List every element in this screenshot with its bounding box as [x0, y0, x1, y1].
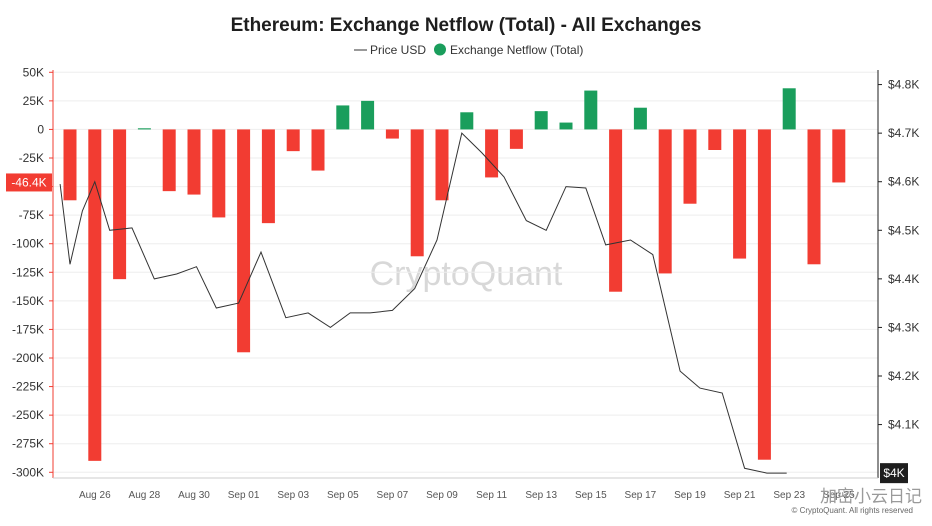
x-tick-label: Aug 30: [178, 490, 210, 501]
netflow-bar: [212, 129, 226, 218]
left-tick-label: -200K: [12, 351, 44, 365]
left-tick-label: 50K: [23, 65, 44, 79]
left-tick-label: -175K: [12, 322, 44, 336]
left-tick-label: -25K: [19, 151, 44, 165]
legend-netflow-label[interactable]: Exchange Netflow (Total): [450, 43, 583, 57]
netflow-bar: [63, 129, 77, 201]
right-tick-label: $4.8K: [888, 78, 919, 92]
corner-watermark: 加密小云日记: [820, 487, 922, 507]
x-tick-label: Aug 28: [129, 490, 161, 501]
netflow-bar: [807, 129, 821, 265]
netflow-bar: [410, 129, 424, 257]
left-tick-label: 0: [37, 122, 44, 136]
x-tick-label: Sep 11: [476, 490, 507, 501]
x-tick-label: Sep 21: [724, 490, 756, 501]
price-line: [59, 132, 787, 474]
netflow-bar: [435, 129, 449, 201]
netflow-bar: [708, 129, 722, 150]
netflow-bar: [733, 129, 747, 259]
netflow-bar: [162, 129, 176, 192]
left-tick-label: -225K: [12, 380, 44, 394]
right-tick-label: $4.5K: [888, 223, 919, 237]
netflow-bar: [385, 129, 399, 139]
netflow-bar: [286, 129, 300, 152]
right-tick-label: $4.6K: [888, 175, 919, 189]
netflow-bar: [311, 129, 325, 171]
left-tick-label: -300K: [12, 465, 44, 479]
legend-netflow-swatch: [434, 43, 446, 56]
chart-title: Ethereum: Exchange Netflow (Total) - All…: [231, 15, 702, 36]
x-tick-label: Sep 25: [823, 490, 855, 501]
grid: [53, 71, 878, 473]
netflow-bar: [113, 129, 127, 280]
netflow-bar: [683, 129, 697, 204]
left-tick-label: -100K: [12, 237, 44, 251]
netflow-bar: [88, 129, 102, 461]
x-tick-label: Sep 23: [773, 490, 805, 501]
right-current-badge: [880, 463, 908, 484]
x-tick-label: Sep 17: [625, 490, 657, 501]
left-tick-label: -75K: [19, 208, 44, 222]
left-current-badge: [6, 173, 52, 192]
netflow-bar: [336, 105, 350, 130]
netflow-bar: [782, 88, 796, 130]
left-tick-label: -150K: [12, 294, 44, 308]
left-tick-label: -250K: [12, 408, 44, 422]
netflow-bar: [187, 129, 201, 195]
netflow-bar: [832, 129, 846, 183]
netflow-bar: [633, 107, 647, 130]
x-tick-label: Sep 19: [674, 490, 706, 501]
x-tick-label: Sep 15: [575, 490, 607, 501]
watermark: CryptoQuant: [370, 255, 563, 293]
x-tick-label: Sep 09: [426, 490, 458, 501]
x-tick-label: Sep 05: [327, 490, 359, 501]
right-tick-label: $4.4K: [888, 272, 919, 286]
right-current-label: $4K: [883, 466, 904, 480]
netflow-bar: [485, 129, 499, 178]
netflow-bar: [584, 90, 598, 130]
netflow-bar: [137, 128, 151, 130]
netflow-bar: [757, 129, 771, 460]
price-usd-line: [59, 132, 787, 474]
left-tick-label: -125K: [12, 265, 44, 279]
netflow-bar: [261, 129, 275, 224]
legend-price-label[interactable]: Price USD: [370, 43, 426, 57]
x-tick-label: Sep 13: [525, 490, 557, 501]
right-tick-label: $4.3K: [888, 320, 919, 334]
copyright: © CryptoQuant. All rights reserved: [792, 506, 914, 515]
netflow-bar: [534, 111, 548, 130]
netflow-bar: [237, 129, 251, 353]
left-tick-label: 25K: [23, 94, 44, 108]
axes: 50K25K0-25K-50K-75K-100K-125K-150K-175K-…: [6, 65, 919, 501]
legend[interactable]: Price USD Exchange Netflow (Total): [354, 43, 583, 57]
netflow-bar: [609, 129, 623, 292]
right-tick-label: $4.7K: [888, 126, 919, 140]
x-tick-label: Sep 07: [377, 490, 409, 501]
left-current-label: -46.4K: [11, 175, 46, 189]
netflow-bar: [559, 122, 573, 130]
netflow-bar: [509, 129, 523, 149]
right-tick-label: $4.1K: [888, 418, 919, 432]
netflow-bar: [361, 100, 375, 130]
netflow-bar: [658, 129, 672, 274]
x-tick-label: Sep 01: [228, 490, 260, 501]
netflow-bar: [460, 112, 474, 130]
left-tick-label: -275K: [12, 437, 44, 451]
x-tick-label: Aug 26: [79, 490, 111, 501]
x-tick-label: Sep 03: [277, 490, 309, 501]
netflow-bars: [63, 88, 846, 461]
right-tick-label: $4.2K: [888, 369, 919, 383]
